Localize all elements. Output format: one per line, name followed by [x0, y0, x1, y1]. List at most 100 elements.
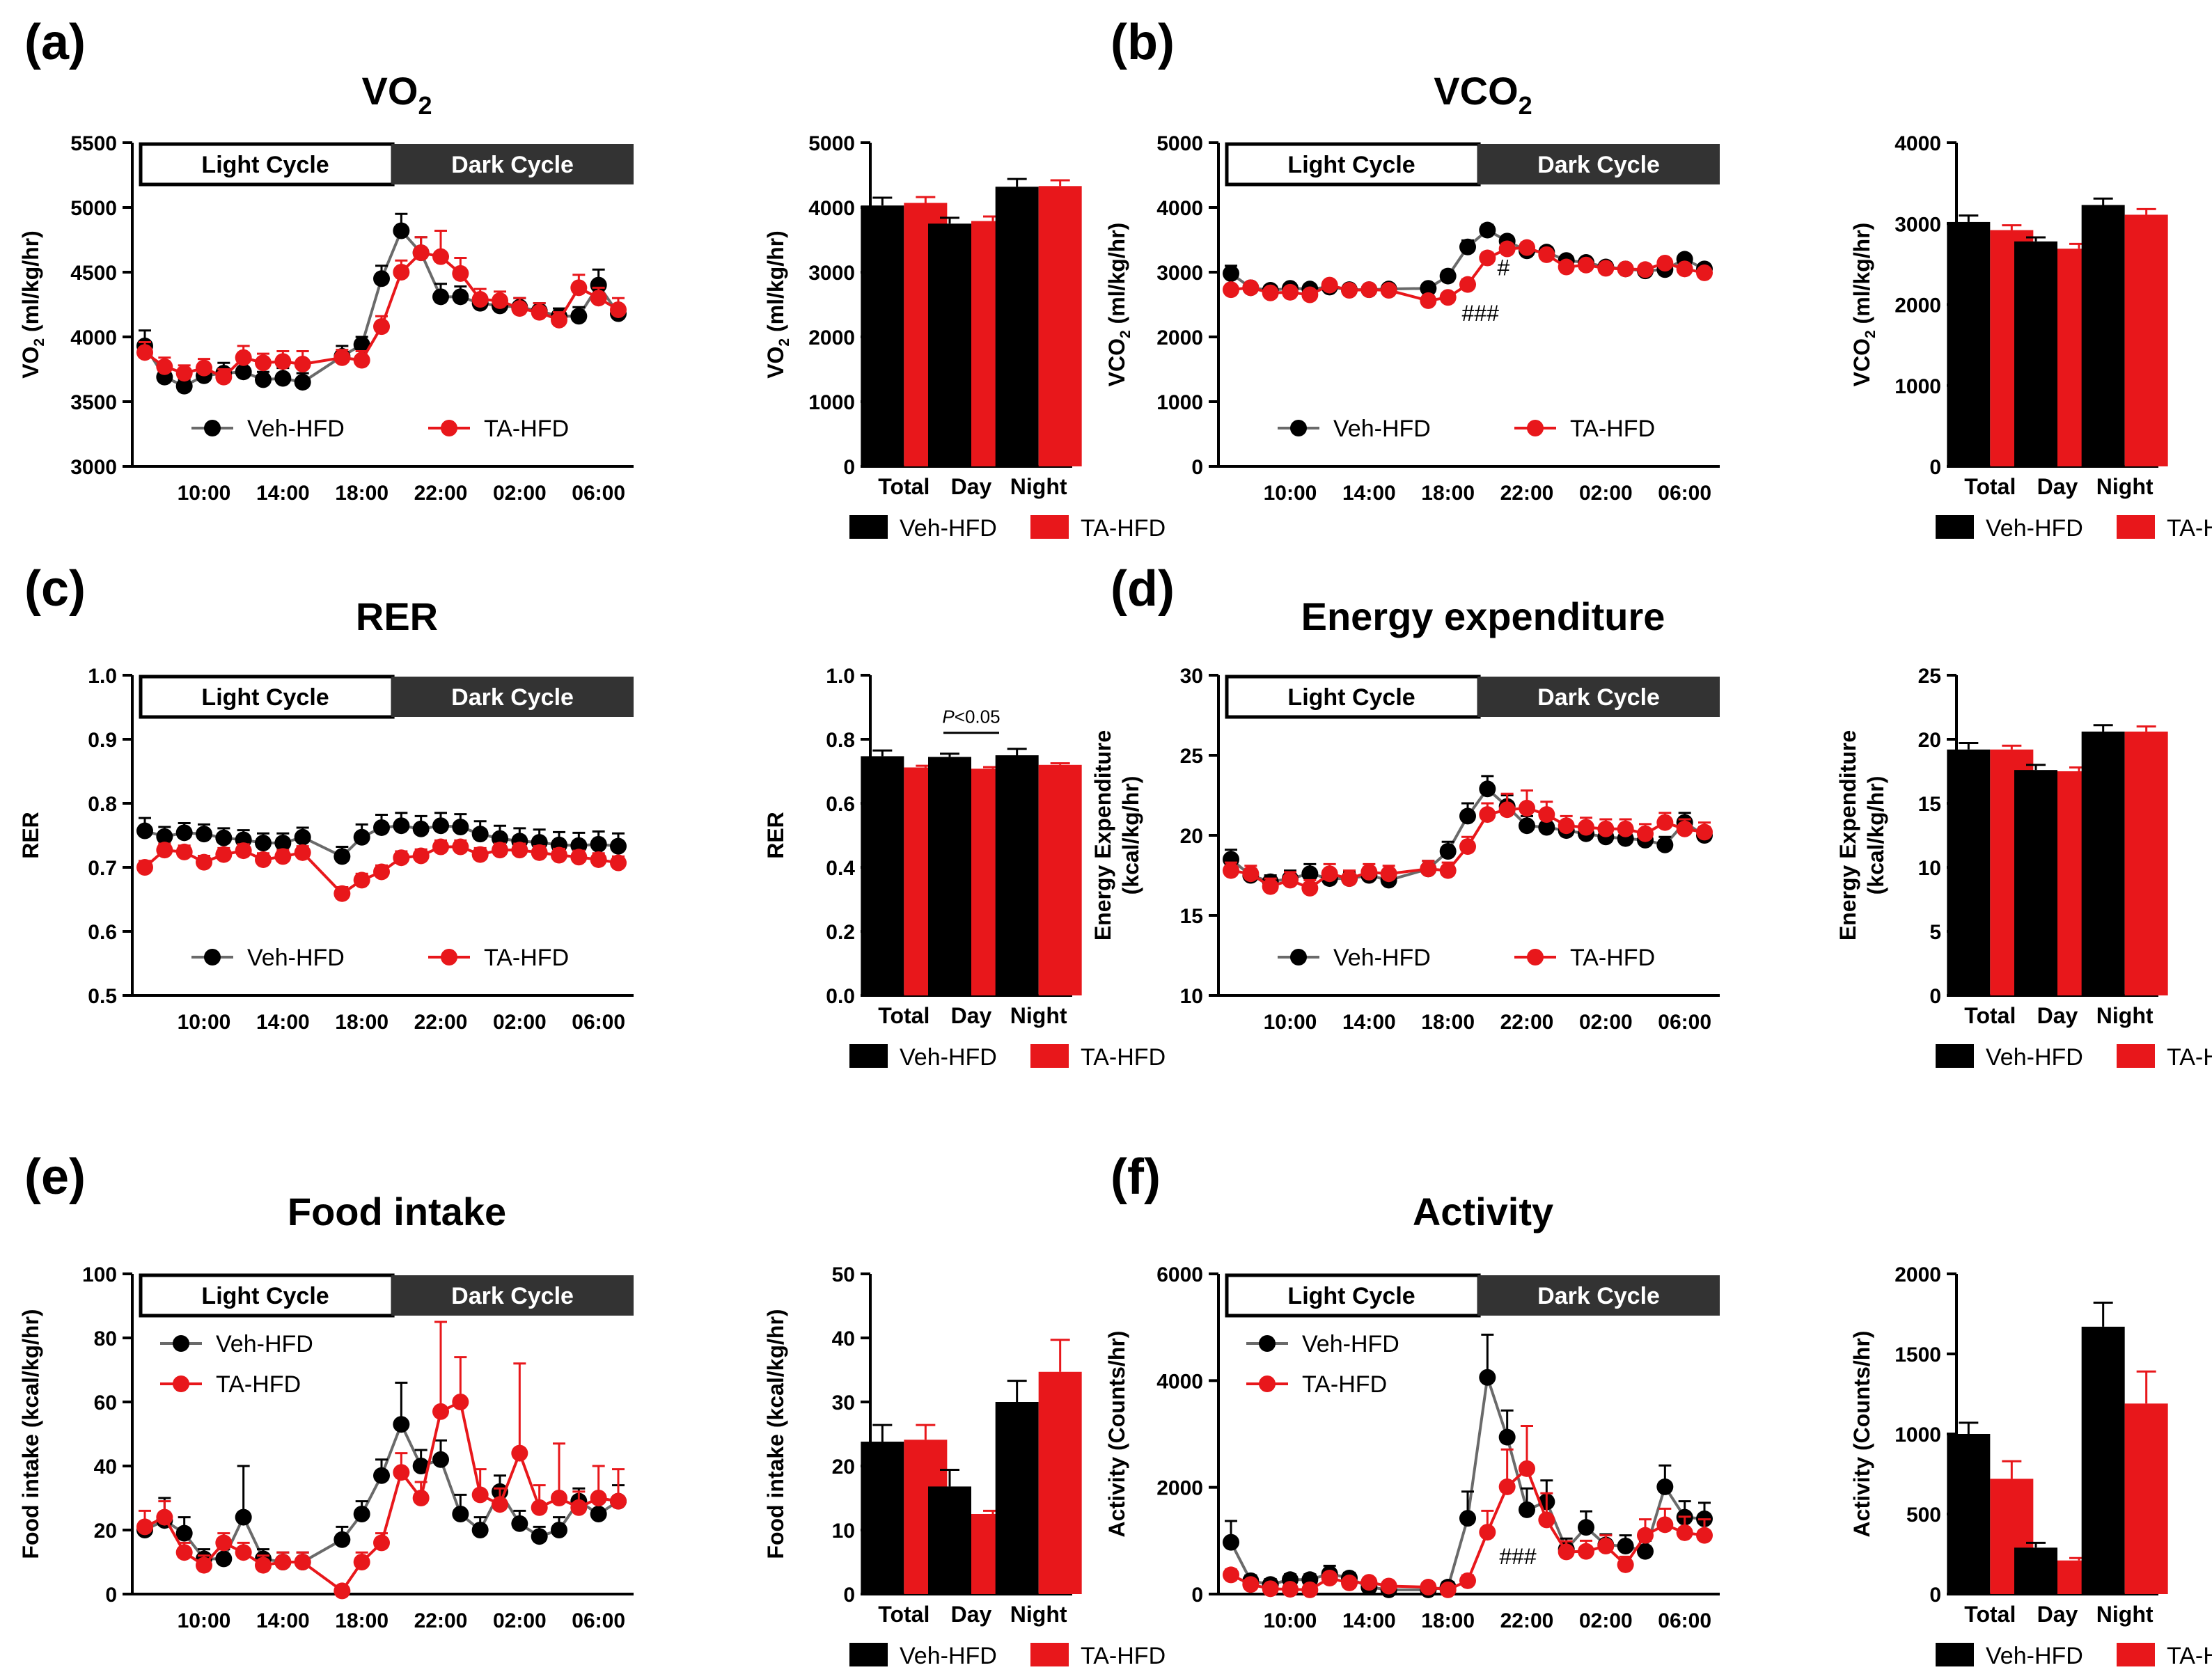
data-point: [1459, 807, 1476, 825]
y-tick-label: 1500: [1895, 1343, 1941, 1366]
data-point: [1341, 870, 1358, 888]
data-point: [294, 844, 311, 861]
y-tick-label: 3500: [70, 391, 117, 414]
y-axis-label: VCO2 (ml/kg/hr): [1104, 223, 1134, 387]
data-point: [471, 846, 489, 863]
x-tick-label: Night: [2096, 1003, 2154, 1028]
data-point: [1223, 281, 1239, 299]
legend-label: TA-HFD: [1302, 1371, 1387, 1398]
legend-swatch: [849, 515, 888, 539]
data-point: [274, 353, 292, 370]
y-tick-label: 15: [1180, 905, 1203, 928]
bar-veh-hfd: [1947, 749, 1991, 995]
x-tick-label: 18:00: [1421, 1011, 1475, 1034]
data-point: [1578, 1543, 1594, 1560]
data-point: [235, 1508, 252, 1526]
data-point: [471, 291, 489, 308]
data-point: [1479, 221, 1496, 239]
data-point: [1439, 843, 1457, 860]
data-point: [294, 356, 311, 373]
data-point: [1420, 280, 1437, 297]
legend-label: TA-HFD: [1570, 416, 1655, 442]
bar-veh-hfd: [995, 187, 1039, 466]
legend-marker: [1527, 420, 1544, 436]
data-point: [196, 826, 212, 843]
legend-swatch: [1030, 1643, 1069, 1666]
dark-cycle-box: [391, 677, 634, 717]
annotation: ###: [1499, 1544, 1537, 1569]
y-axis-label: RER: [763, 812, 788, 859]
x-tick-label: 10:00: [1264, 482, 1317, 505]
legend-label: TA-HFD: [484, 945, 569, 971]
y-tick-label: 15: [1918, 793, 1941, 816]
y-tick-label: 1.0: [826, 665, 855, 688]
x-tick-label: 22:00: [1500, 1011, 1554, 1034]
data-point: [1420, 292, 1437, 309]
legend-label: Veh-HFD: [1986, 1044, 2083, 1071]
data-point: [412, 820, 430, 837]
data-point: [1519, 817, 1535, 835]
data-point: [1696, 264, 1713, 281]
data-point: [1597, 1538, 1615, 1554]
data-point: [1656, 1516, 1674, 1534]
panel-label: (d): [1111, 561, 1175, 617]
x-tick-label: Total: [878, 474, 929, 499]
bar-veh-hfd: [928, 223, 971, 466]
x-tick-label: 10:00: [1264, 1011, 1317, 1034]
data-point: [1380, 1577, 1397, 1595]
data-point: [412, 847, 430, 865]
chart-title: VO2: [362, 69, 432, 120]
data-point: [1656, 836, 1674, 853]
light-cycle-box: [1225, 1273, 1481, 1318]
y-tick-label: 60: [94, 1392, 117, 1414]
data-point: [1617, 820, 1634, 837]
y-tick-label: 0: [1929, 456, 1941, 479]
data-point: [1321, 865, 1338, 883]
legend-swatch: [2117, 1044, 2155, 1068]
x-tick-label: 22:00: [414, 1609, 468, 1632]
y-tick-label: 2000: [1895, 1263, 1941, 1286]
legend-marker: [204, 949, 221, 965]
data-point: [1696, 823, 1713, 841]
data-point: [1341, 282, 1358, 299]
x-tick-label: 10:00: [1264, 1609, 1317, 1632]
data-point: [255, 835, 272, 852]
y-tick-label: 3000: [1156, 262, 1203, 285]
x-tick-label: Total: [1964, 474, 2016, 499]
x-tick-label: 18:00: [335, 1011, 389, 1034]
x-tick-label: Total: [878, 1602, 929, 1627]
data-point: [373, 1467, 390, 1484]
data-point: [1262, 1580, 1279, 1598]
data-point: [492, 292, 508, 309]
data-point: [294, 1554, 311, 1570]
legend-label: Veh-HFD: [247, 416, 345, 442]
light-cycle-box: [1225, 675, 1481, 719]
bar-veh-hfd: [2081, 205, 2125, 466]
x-tick-label: Night: [2096, 474, 2154, 499]
data-point: [531, 304, 548, 321]
y-axis-label: Activity (Counts/hr): [1104, 1331, 1129, 1538]
x-tick-label: Night: [1010, 1003, 1067, 1028]
dark-cycle-box: [391, 144, 634, 184]
x-tick-label: 02:00: [493, 1011, 547, 1034]
x-tick-label: 06:00: [572, 482, 625, 505]
chart-title: Food intake: [288, 1190, 506, 1233]
legend-marker: [441, 420, 457, 436]
series-line-ta-hfd: [1230, 1466, 1705, 1591]
data-point: [511, 842, 528, 859]
data-point: [570, 1499, 588, 1516]
legend-label: Veh-HFD: [1302, 1331, 1399, 1357]
data-point: [551, 846, 567, 864]
x-tick-label: 06:00: [572, 1609, 625, 1632]
data-point: [412, 244, 430, 262]
annotation: #: [1498, 255, 1510, 281]
data-point: [373, 1534, 390, 1552]
data-point: [570, 849, 588, 866]
data-point: [1676, 260, 1693, 278]
x-tick-label: 22:00: [414, 482, 468, 505]
data-point: [1538, 806, 1555, 823]
data-point: [255, 1556, 272, 1574]
legend-swatch: [1030, 1044, 1069, 1068]
data-point: [590, 851, 607, 868]
bar-veh-hfd: [2081, 1326, 2125, 1594]
